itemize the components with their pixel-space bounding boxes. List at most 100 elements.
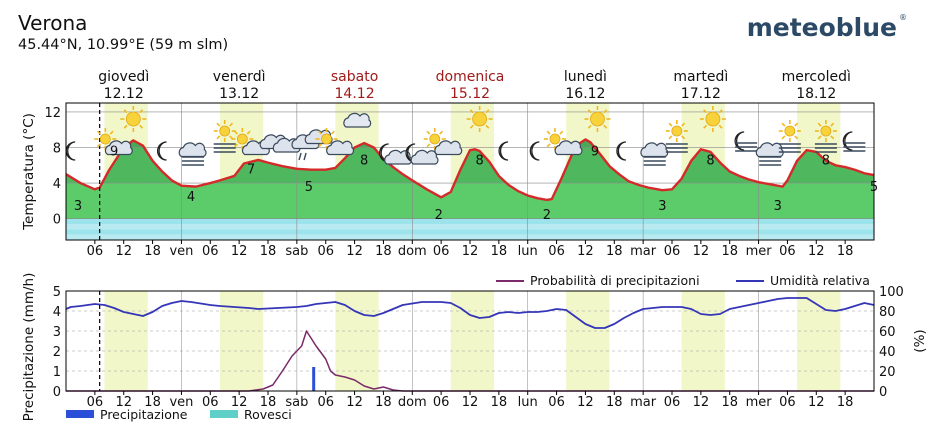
sun-disc (219, 125, 231, 137)
precip-x-tick-label: 18 (375, 395, 392, 410)
sun-ray (485, 109, 490, 114)
day-name: venerdì (213, 69, 266, 85)
precip-x-tick-label: 18 (144, 395, 161, 410)
moon-icon (529, 141, 540, 161)
sun-disc (472, 111, 488, 127)
temp-x-tick-label: dom (398, 244, 427, 259)
precip-x-tick-label: 18 (721, 395, 738, 410)
day-name: domenica (436, 69, 505, 85)
day-date: 15.12 (450, 86, 490, 102)
sun-ray (830, 122, 835, 127)
precip-y-tick-label: 2 (53, 345, 61, 360)
cloud-shape (326, 140, 355, 156)
fog-icon (640, 142, 669, 166)
sun-disc (671, 125, 683, 137)
temperature-value-label: 8 (706, 153, 714, 168)
sun-ray (469, 124, 474, 129)
cold-zone-strip (66, 218, 874, 224)
moon-cloud-icon (405, 143, 439, 165)
sun-ray (439, 130, 444, 135)
sun-disc (549, 133, 561, 145)
temp-x-tick-label: 18 (144, 244, 161, 259)
sun-disc (784, 125, 796, 137)
day-date: 13.12 (219, 86, 259, 102)
sun-ray (587, 109, 592, 114)
sun-ray (830, 135, 835, 140)
temp-x-tick-label: mar (630, 244, 657, 259)
sun-cloud-icon (315, 128, 355, 156)
day-date: 17.12 (681, 86, 721, 102)
sun-ray (817, 135, 822, 140)
humidity-y-tick-label: 100 (879, 285, 904, 300)
sun-ray (681, 122, 686, 127)
temperature-value-label: 8 (822, 153, 830, 168)
sun-ray (246, 130, 251, 135)
temp-x-tick-label: ven (169, 244, 193, 259)
temp-x-tick-label: 12 (462, 244, 479, 259)
day-date: 16.12 (565, 86, 605, 102)
moon-cloud-icon (378, 143, 413, 165)
sun-ray (96, 143, 101, 148)
precipitation-bar (312, 367, 316, 391)
humidity-line (65, 297, 875, 329)
precip-x-tick-label: 12 (462, 395, 479, 410)
sun-icon (584, 106, 611, 132)
temperature-value-label: 3 (74, 199, 82, 214)
temp-x-tick-label: 18 (606, 244, 623, 259)
precip-y-tick-label: 5 (53, 285, 61, 300)
sun-disc (321, 133, 332, 145)
temp-x-tick-label: 18 (375, 244, 392, 259)
sun-ray (794, 135, 799, 140)
cloud-shape (554, 140, 583, 156)
temperature-value-label: 5 (305, 180, 313, 195)
temperature-value-label: 3 (658, 199, 666, 214)
temperature-value-label: 7 (247, 162, 255, 177)
temp-x-tick-label: 06 (779, 244, 796, 259)
precip-x-tick-label: ven (169, 395, 193, 410)
sun-ray (587, 124, 592, 129)
temperature-value-label: 2 (435, 208, 443, 223)
precip-x-tick-label: 06 (317, 395, 334, 410)
precip-y-tick-label: 0 (53, 385, 61, 400)
daylight-band (681, 291, 725, 391)
sun-ray (469, 109, 474, 114)
legend-bar-swatch (210, 410, 238, 418)
precip-x-tick-label: mar (630, 395, 657, 410)
sun-ray (318, 143, 323, 148)
precip-x-tick-label: 06 (664, 395, 681, 410)
precip-x-tick-label: 18 (491, 395, 508, 410)
daylight-band (797, 291, 841, 391)
moon-fog-icon (842, 131, 866, 152)
moon-shape (498, 141, 509, 161)
precip-x-tick-label: 18 (260, 395, 277, 410)
sun-ray (216, 135, 221, 140)
humidity-y-tick-label: 20 (879, 365, 896, 380)
sun-ray (546, 143, 551, 148)
sun-ray (485, 124, 490, 129)
moon-icon (498, 141, 509, 161)
sun-ray (794, 122, 799, 127)
sun-ray (123, 124, 128, 129)
brand-registered-mark: ® (899, 13, 907, 22)
sun-ray (546, 130, 551, 135)
sun-ray (681, 135, 686, 140)
temp-x-tick-label: 12 (693, 244, 710, 259)
sun-ray (234, 143, 238, 148)
sun-ray (234, 130, 238, 135)
cold-zone-strip (66, 223, 874, 230)
temp-x-tick-label: mer (746, 244, 773, 259)
sun-ray (559, 130, 564, 135)
sun-ray (426, 130, 431, 135)
temperature-value-label: 9 (110, 145, 118, 160)
temp-y-tick-label: 0 (53, 213, 61, 228)
sun-ray (318, 130, 323, 135)
brand-logo[interactable]: meteoblue (747, 13, 897, 42)
temperature-value-label: 8 (360, 153, 368, 168)
sun-icon (120, 106, 147, 132)
humidity-y-tick-label: 60 (879, 325, 896, 340)
temp-x-tick-label: 18 (260, 244, 277, 259)
sun-ray (781, 135, 786, 140)
sun-ray (139, 124, 144, 129)
sun-ray (229, 122, 234, 127)
